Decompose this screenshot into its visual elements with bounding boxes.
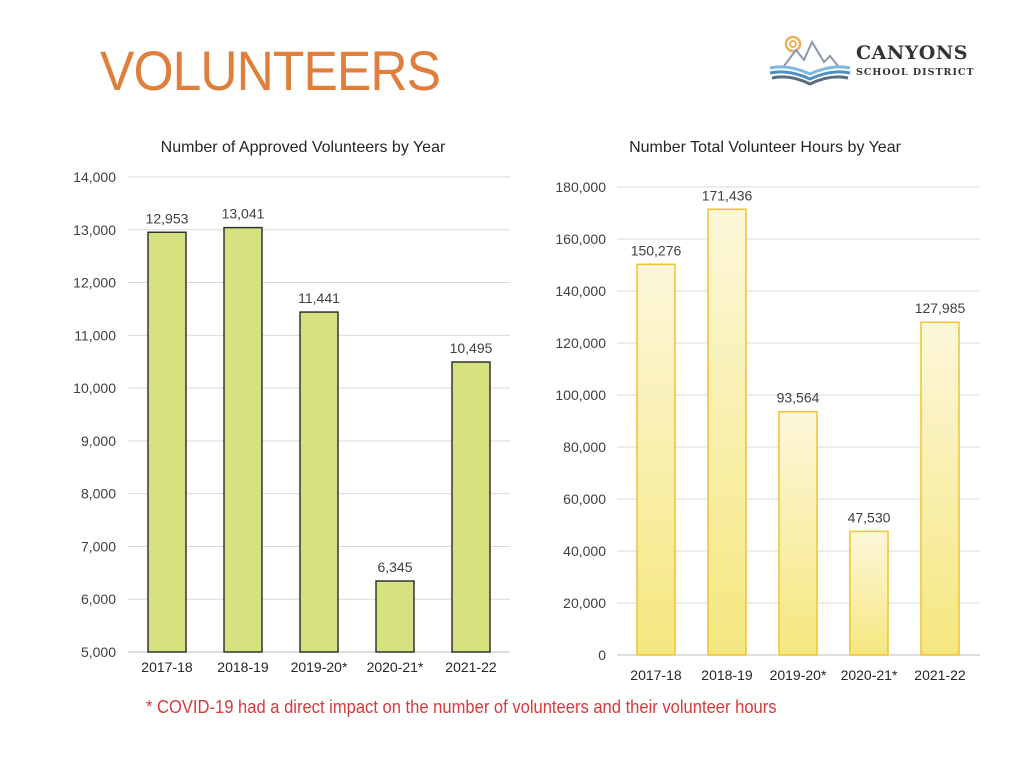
page-title: VOLUNTEERS xyxy=(100,39,441,102)
data-label: 150,276 xyxy=(631,242,682,258)
x-category-label: 2019-20* xyxy=(770,667,827,683)
bar xyxy=(778,410,818,656)
x-category-label: 2018-19 xyxy=(217,659,269,675)
chart-title: Number Total Volunteer Hours by Year xyxy=(629,139,902,156)
y-tick-label: 8,000 xyxy=(81,486,116,502)
bar xyxy=(849,530,889,656)
data-label: 6,345 xyxy=(377,559,412,575)
district-logo: CANYONS SCHOOL DISTRICT xyxy=(766,30,986,90)
chart-title: Number of Approved Volunteers by Year xyxy=(161,139,446,156)
bar xyxy=(636,263,676,656)
y-tick-label: 7,000 xyxy=(81,538,116,554)
data-label: 13,041 xyxy=(222,206,265,222)
y-tick-label: 5,000 xyxy=(81,644,116,660)
bar xyxy=(707,208,747,656)
y-tick-label: 180,000 xyxy=(555,179,606,195)
y-tick-label: 160,000 xyxy=(555,231,606,247)
approved-volunteers-chart: Number of Approved Volunteers by Year 5,0… xyxy=(73,139,510,675)
x-category-label: 2019-20* xyxy=(291,659,348,675)
bar xyxy=(147,231,187,653)
y-tick-label: 11,000 xyxy=(74,327,116,343)
bar xyxy=(451,361,491,653)
x-category-label: 2021-22 xyxy=(445,659,497,675)
y-tick-label: 6,000 xyxy=(81,591,116,607)
bar xyxy=(299,311,339,653)
y-tick-label: 9,000 xyxy=(81,433,116,449)
y-tick-label: 12,000 xyxy=(73,275,116,291)
y-tick-label: 120,000 xyxy=(555,335,606,351)
logo-name: CANYONS xyxy=(856,42,968,64)
covid-footnote: * COVID-19 had a direct impact on the nu… xyxy=(146,697,777,717)
x-category-label: 2017-18 xyxy=(141,659,193,675)
y-tick-label: 13,000 xyxy=(73,222,116,238)
bar xyxy=(920,321,960,656)
logo-subtitle: SCHOOL DISTRICT xyxy=(856,67,975,78)
data-label: 10,495 xyxy=(450,340,493,356)
bar xyxy=(223,226,263,653)
data-label: 171,436 xyxy=(702,187,753,203)
y-tick-label: 140,000 xyxy=(555,283,606,299)
y-tick-label: 14,000 xyxy=(73,169,116,185)
y-tick-label: 0 xyxy=(598,647,606,663)
bar xyxy=(375,580,415,653)
x-category-label: 2018-19 xyxy=(701,667,753,683)
data-label: 11,441 xyxy=(298,290,340,306)
x-category-label: 2021-22 xyxy=(914,667,966,683)
y-tick-label: 80,000 xyxy=(563,439,606,455)
y-tick-label: 100,000 xyxy=(555,387,606,403)
volunteer-hours-chart: Number Total Volunteer Hours by Year 0 20,… xyxy=(555,139,980,683)
y-tick-label: 40,000 xyxy=(563,543,606,559)
data-label: 12,953 xyxy=(146,210,189,226)
logo-book-mountain-icon xyxy=(769,35,851,86)
y-tick-label: 10,000 xyxy=(73,380,116,396)
y-tick-label: 60,000 xyxy=(563,491,606,507)
x-category-label: 2020-21* xyxy=(841,667,898,683)
data-label: 93,564 xyxy=(777,390,820,406)
data-label: 127,985 xyxy=(915,300,966,316)
x-category-label: 2020-21* xyxy=(367,659,424,675)
y-tick-label: 20,000 xyxy=(563,595,606,611)
data-label: 47,530 xyxy=(848,509,891,525)
x-category-label: 2017-18 xyxy=(630,667,682,683)
